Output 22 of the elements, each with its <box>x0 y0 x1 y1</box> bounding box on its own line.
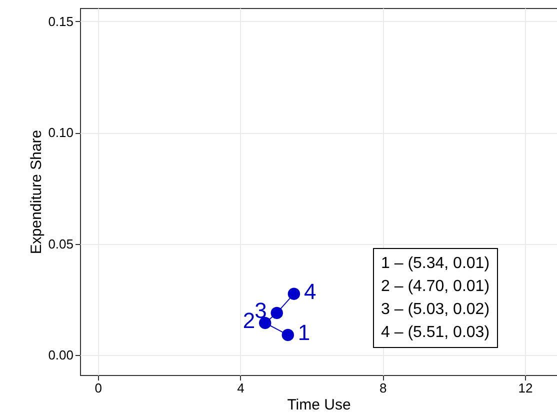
annotation: 2 – (4.70, 0.01) <box>381 277 490 297</box>
y-tick-label: 0.10 <box>48 125 74 140</box>
annotation: 1 <box>298 320 310 345</box>
y-axis-title: Expenditure Share <box>28 130 46 254</box>
annotation: 4 – (5.51, 0.03) <box>381 323 490 343</box>
point <box>282 328 294 342</box>
point <box>258 316 272 330</box>
annotation: 3 – (5.03, 0.02) <box>381 300 490 320</box>
annotation: 1 – (5.34, 0.01) <box>381 254 490 274</box>
point <box>270 306 283 320</box>
x-tick-label: 4 <box>237 380 244 396</box>
x-tick-label: 8 <box>379 380 387 396</box>
x-tick-label: 0 <box>94 380 102 396</box>
x-tick-label: 12 <box>518 380 533 396</box>
y-tick-label: 0.15 <box>48 14 74 29</box>
annotation: 2 <box>242 308 256 333</box>
y-tick-label: 0.00 <box>48 347 74 362</box>
y-tick-label: 0.05 <box>48 236 74 252</box>
x-axis-title: Time Use <box>287 396 351 414</box>
point <box>288 288 300 300</box>
annotation: 3 <box>254 298 267 323</box>
annotation: 4 <box>304 278 316 304</box>
